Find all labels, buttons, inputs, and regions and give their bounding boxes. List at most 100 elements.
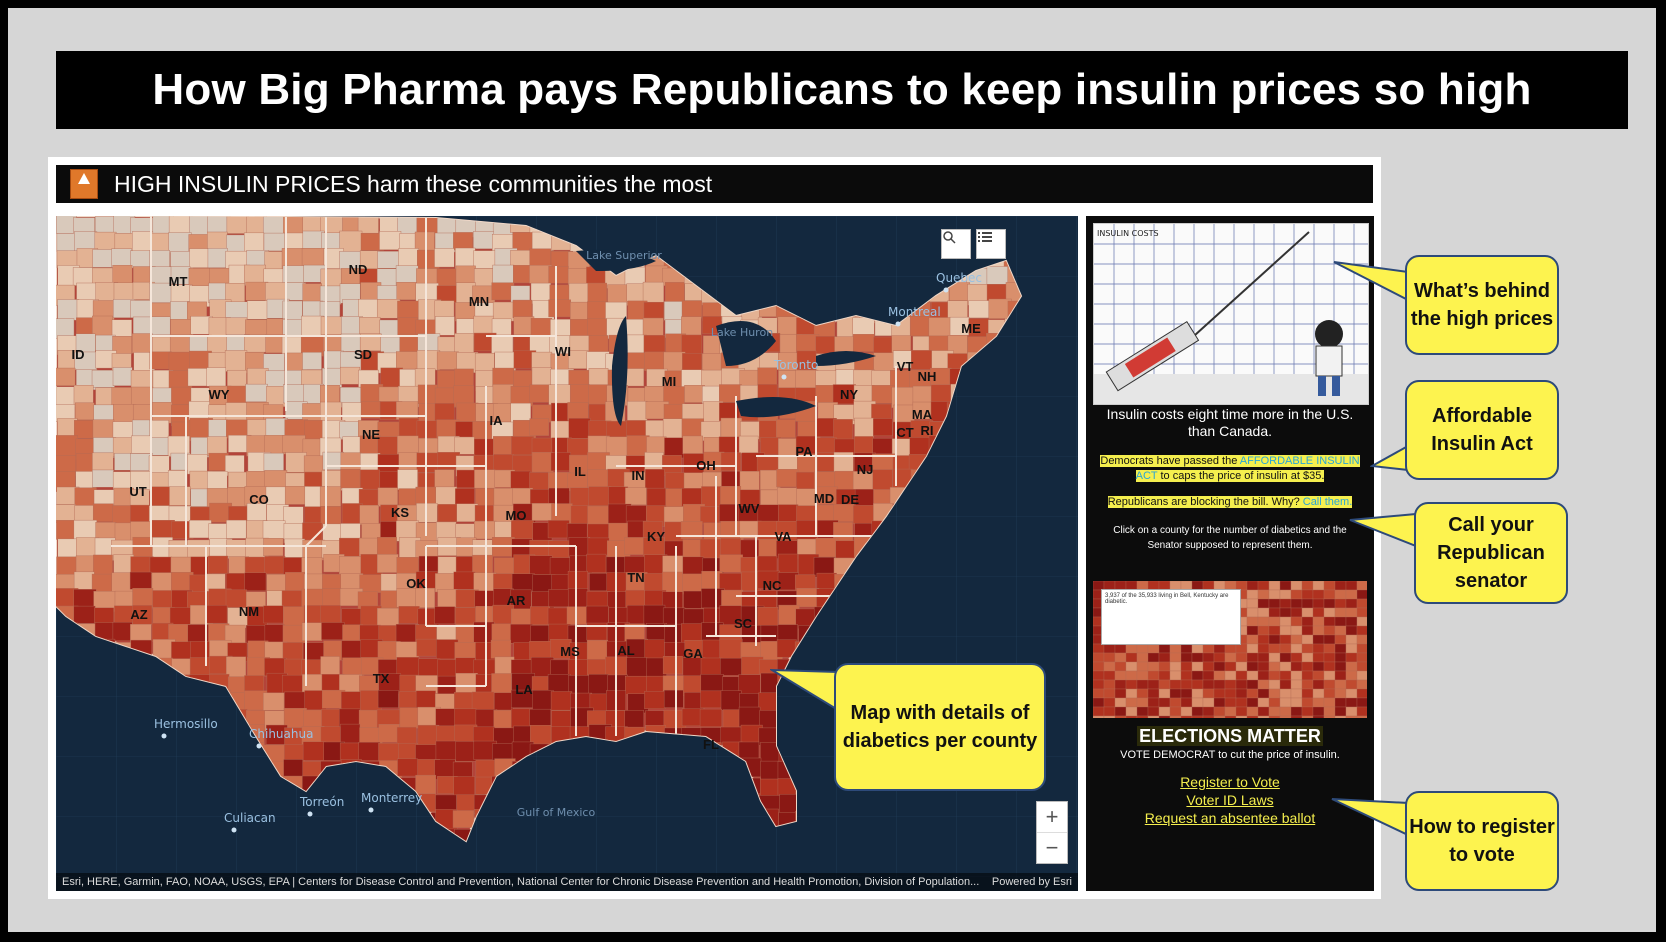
- county-cell[interactable]: [341, 640, 363, 661]
- county-cell[interactable]: [588, 486, 612, 506]
- county-cell[interactable]: [437, 589, 458, 608]
- county-cell[interactable]: [434, 469, 455, 490]
- county-cell[interactable]: [359, 537, 380, 557]
- county-cell[interactable]: [302, 283, 322, 302]
- register-to-vote-link[interactable]: Register to Vote: [1180, 774, 1280, 790]
- county-cell[interactable]: [720, 417, 742, 438]
- county-cell[interactable]: [416, 452, 440, 473]
- county-cell[interactable]: [207, 231, 228, 250]
- county-cell[interactable]: [73, 605, 96, 624]
- county-cell[interactable]: [643, 604, 666, 625]
- county-cell[interactable]: [378, 724, 400, 743]
- county-cell[interactable]: [665, 282, 685, 304]
- county-cell[interactable]: [721, 589, 744, 608]
- county-cell[interactable]: [739, 471, 760, 492]
- county-cell[interactable]: [92, 249, 113, 268]
- county-cell[interactable]: [301, 315, 324, 337]
- county-cell[interactable]: [493, 436, 514, 456]
- county-cell[interactable]: [247, 367, 269, 387]
- county-cell[interactable]: [816, 572, 837, 591]
- county-cell[interactable]: [150, 316, 171, 336]
- county-cell[interactable]: [911, 350, 933, 370]
- county-cell[interactable]: [492, 367, 515, 387]
- county-cell[interactable]: [455, 265, 476, 286]
- county-cell[interactable]: [567, 402, 589, 421]
- county-cell[interactable]: [377, 487, 398, 507]
- county-cell[interactable]: [263, 452, 284, 473]
- county-cell[interactable]: [151, 520, 175, 538]
- county-cell[interactable]: [662, 571, 683, 593]
- county-cell[interactable]: [282, 624, 306, 645]
- county-cell[interactable]: [776, 469, 799, 488]
- county-cell[interactable]: [547, 607, 569, 627]
- county-cell[interactable]: [624, 352, 648, 371]
- county-cell[interactable]: [320, 506, 342, 525]
- county-cell[interactable]: [416, 638, 438, 657]
- affordable-insulin-act-link[interactable]: AFFORDABLE INSULIN ACT: [1135, 455, 1360, 482]
- county-cell[interactable]: [490, 639, 512, 659]
- county-cell[interactable]: [510, 624, 533, 644]
- county-cell[interactable]: [207, 248, 228, 269]
- county-cell[interactable]: [113, 282, 137, 300]
- county-cell[interactable]: [207, 436, 228, 456]
- county-cell[interactable]: [208, 555, 229, 574]
- county-cell[interactable]: [491, 334, 514, 354]
- county-cell[interactable]: [398, 488, 419, 507]
- county-cell[interactable]: [529, 265, 552, 284]
- county-cell[interactable]: [74, 402, 95, 421]
- county-cell[interactable]: [225, 402, 248, 421]
- county-cell[interactable]: [283, 606, 305, 626]
- county-cell[interactable]: [282, 435, 306, 453]
- county-cell[interactable]: [339, 556, 363, 576]
- county-cell[interactable]: [909, 316, 930, 337]
- county-cell[interactable]: [436, 217, 458, 235]
- county-cell[interactable]: [130, 370, 153, 388]
- county-cell[interactable]: [320, 401, 342, 422]
- county-cell[interactable]: [586, 640, 609, 660]
- county-cell[interactable]: [340, 366, 361, 385]
- county-cell[interactable]: [530, 606, 550, 625]
- county-cell[interactable]: [74, 231, 98, 252]
- county-cell[interactable]: [492, 264, 515, 286]
- county-cell[interactable]: [684, 385, 705, 403]
- county-cell[interactable]: [588, 368, 609, 388]
- county-cell[interactable]: [928, 317, 951, 339]
- county-cell[interactable]: [699, 708, 723, 727]
- county-cell[interactable]: [548, 299, 571, 318]
- county-cell[interactable]: [284, 691, 306, 710]
- county-cell[interactable]: [399, 707, 421, 729]
- county-cell[interactable]: [473, 231, 494, 250]
- county-cell[interactable]: [852, 334, 875, 352]
- county-cell[interactable]: [700, 690, 724, 709]
- county-cell[interactable]: [456, 402, 479, 423]
- county-cell[interactable]: [531, 451, 554, 473]
- county-cell[interactable]: [434, 606, 456, 625]
- county-cell[interactable]: [626, 657, 648, 677]
- county-cell[interactable]: [416, 420, 438, 439]
- county-cell[interactable]: [719, 554, 743, 573]
- county-cell[interactable]: [701, 588, 725, 609]
- county-cell[interactable]: [245, 383, 268, 403]
- county-cell[interactable]: [511, 520, 534, 540]
- map-legend-button[interactable]: [976, 229, 1006, 259]
- county-cell[interactable]: [473, 315, 494, 336]
- county-cell[interactable]: [206, 605, 228, 624]
- county-cell[interactable]: [644, 639, 665, 660]
- county-cell[interactable]: [757, 606, 779, 628]
- county-cell[interactable]: [94, 231, 117, 250]
- county-cell[interactable]: [72, 267, 93, 286]
- county-cell[interactable]: [245, 281, 269, 301]
- county-cell[interactable]: [681, 334, 702, 354]
- county-cell[interactable]: [587, 469, 610, 490]
- county-cell[interactable]: [264, 470, 288, 489]
- county-cell[interactable]: [776, 419, 796, 438]
- county-cell[interactable]: [207, 471, 228, 490]
- county-cell[interactable]: [398, 452, 419, 473]
- county-cell[interactable]: [149, 351, 172, 370]
- county-cell[interactable]: [739, 369, 760, 388]
- county-cell[interactable]: [377, 690, 399, 708]
- county-cell[interactable]: [263, 538, 284, 557]
- county-cell[interactable]: [529, 555, 553, 575]
- county-cell[interactable]: [358, 742, 381, 761]
- county-cell[interactable]: [111, 248, 132, 268]
